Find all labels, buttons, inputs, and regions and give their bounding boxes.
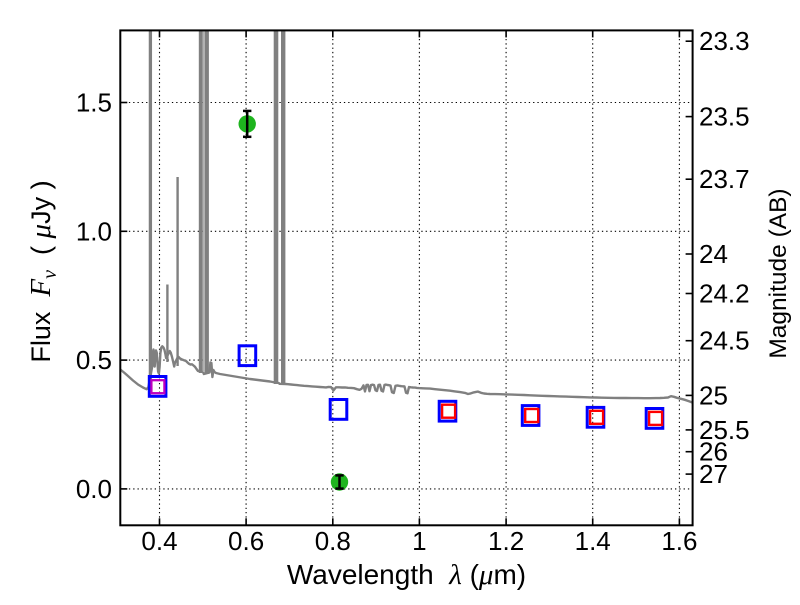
svg-text:1.4: 1.4 — [575, 526, 611, 556]
svg-text:27: 27 — [699, 459, 728, 489]
svg-text:24.5: 24.5 — [699, 326, 750, 356]
svg-text:0.6: 0.6 — [228, 526, 264, 556]
svg-text:23.7: 23.7 — [699, 164, 750, 194]
svg-text:Wavelength λ (μm): Wavelength λ (μm) — [287, 559, 526, 591]
svg-text:1.6: 1.6 — [661, 526, 697, 556]
svg-text:24.2: 24.2 — [699, 279, 750, 309]
svg-text:1: 1 — [412, 526, 426, 556]
svg-text:23.5: 23.5 — [699, 102, 750, 132]
svg-text:1.5: 1.5 — [76, 88, 112, 118]
svg-text:1.0: 1.0 — [76, 216, 112, 246]
svg-text:26: 26 — [699, 437, 728, 467]
svg-text:0.8: 0.8 — [315, 526, 351, 556]
svg-text:24: 24 — [699, 239, 728, 269]
svg-text:Magnitude (AB): Magnitude (AB) — [765, 188, 792, 358]
svg-text:1.2: 1.2 — [488, 526, 524, 556]
svg-text:0.4: 0.4 — [141, 526, 177, 556]
svg-text:25.5: 25.5 — [699, 415, 750, 445]
svg-text:Flux Fν ( μJy ): Flux Fν ( μJy ) — [25, 180, 61, 362]
svg-text:25: 25 — [699, 380, 728, 410]
svg-text:0.0: 0.0 — [76, 474, 112, 504]
svg-text:0.5: 0.5 — [76, 345, 112, 375]
svg-text:23.3: 23.3 — [699, 26, 750, 56]
